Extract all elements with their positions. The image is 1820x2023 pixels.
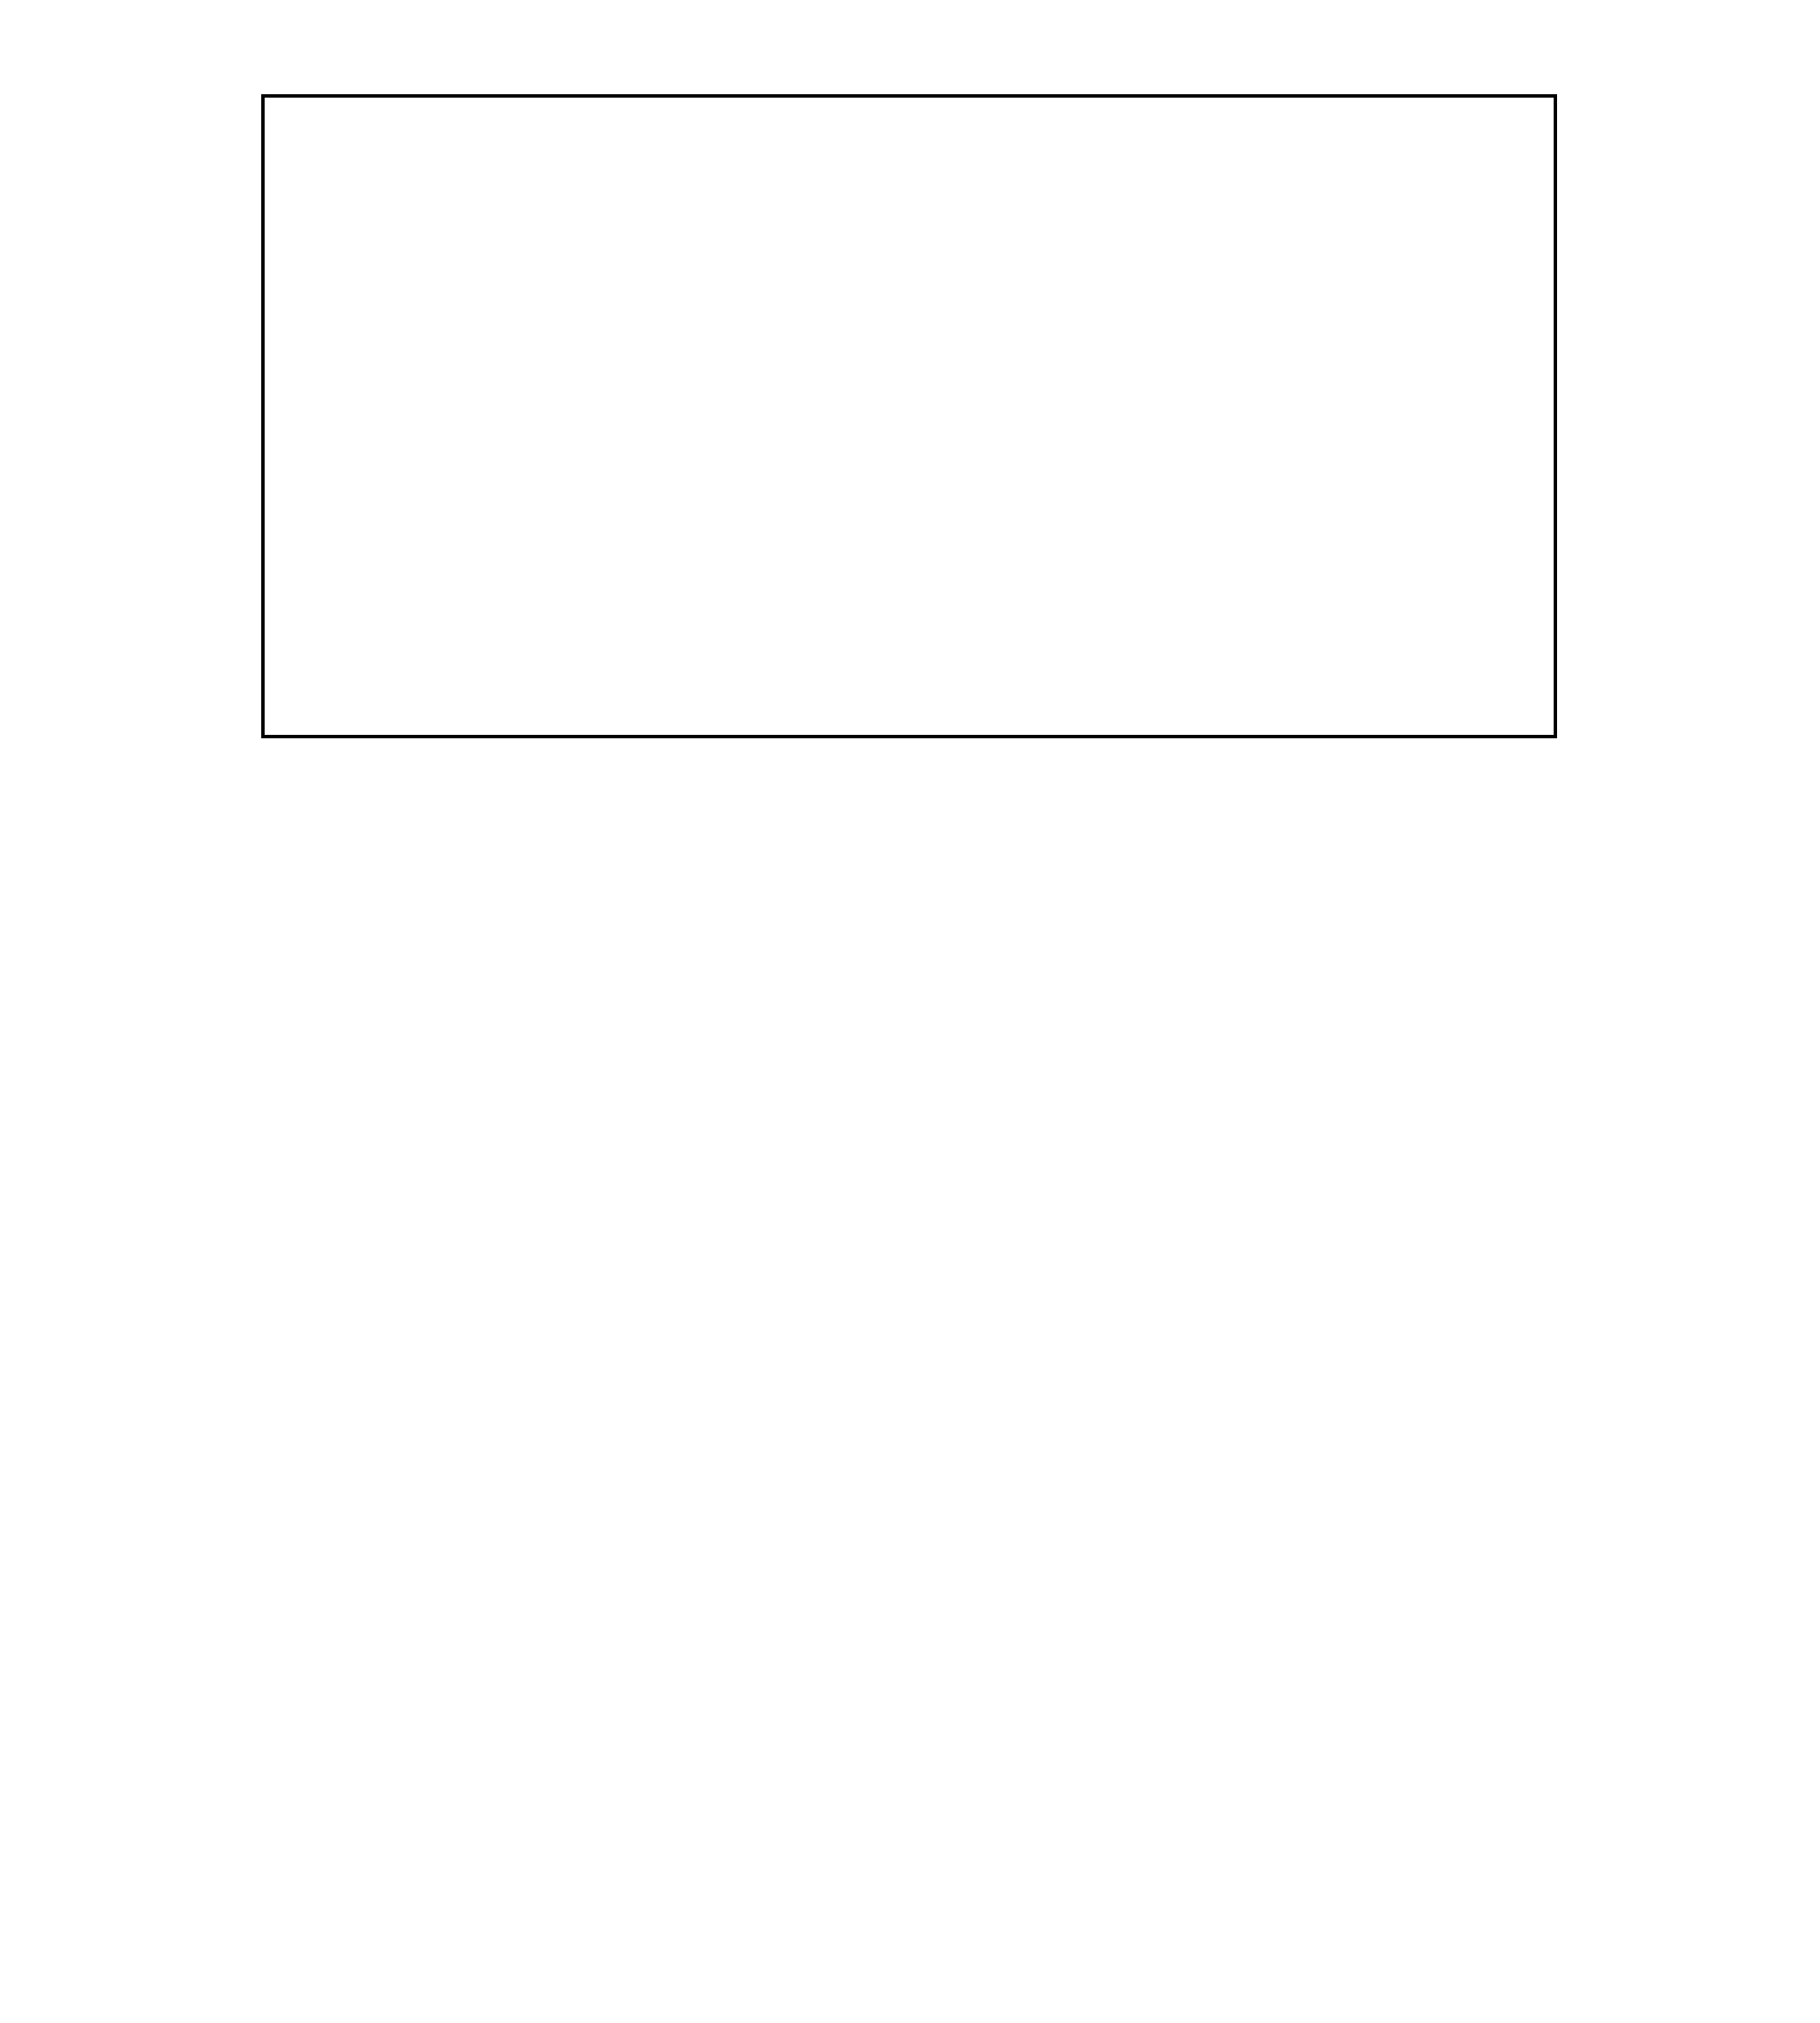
south-polar-graticule (958, 1124, 1754, 1920)
global-map-panel[interactable] (261, 94, 1557, 738)
north-polar-raster (67, 1124, 863, 1920)
global-map-raster (265, 98, 1554, 735)
colorbar[interactable] (432, 868, 1389, 1031)
north-polar-graticule (67, 1124, 863, 1920)
colorbar-scale (432, 868, 1389, 980)
south-polar-map-panel[interactable] (958, 1124, 1754, 1920)
global-map-graticule (265, 98, 1554, 735)
south-polar-raster (958, 1124, 1754, 1920)
north-polar-map-panel[interactable] (67, 1124, 863, 1920)
